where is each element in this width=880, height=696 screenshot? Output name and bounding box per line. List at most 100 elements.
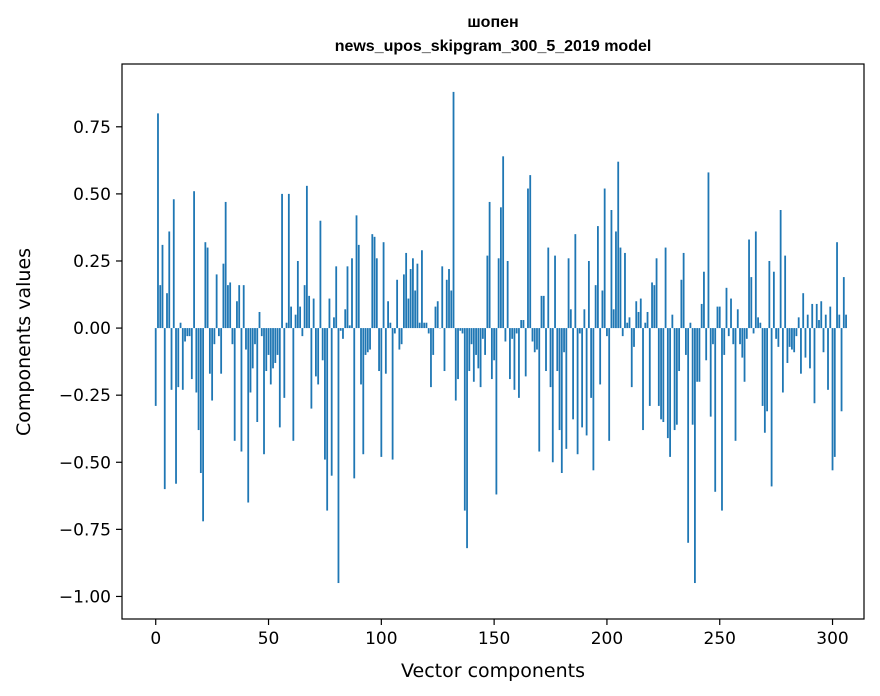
bar bbox=[818, 320, 820, 329]
bar bbox=[687, 328, 690, 543]
bar bbox=[163, 328, 166, 490]
bar bbox=[276, 328, 279, 355]
bar bbox=[779, 210, 782, 329]
bar bbox=[734, 328, 737, 441]
bar bbox=[597, 226, 599, 329]
bar bbox=[615, 231, 617, 329]
bar bbox=[669, 328, 671, 457]
bar bbox=[407, 298, 410, 329]
bar bbox=[569, 309, 572, 329]
bar bbox=[576, 328, 579, 455]
bar bbox=[673, 328, 676, 431]
bar bbox=[644, 322, 647, 329]
bar bbox=[206, 247, 209, 329]
bar bbox=[829, 306, 832, 329]
bar bbox=[317, 328, 320, 385]
bar bbox=[274, 328, 277, 363]
bar bbox=[184, 328, 186, 342]
bar bbox=[666, 328, 669, 439]
bar bbox=[215, 274, 218, 329]
bar bbox=[240, 328, 243, 452]
bar bbox=[723, 328, 726, 355]
bar bbox=[522, 320, 525, 329]
bar bbox=[624, 252, 626, 329]
bar bbox=[763, 328, 766, 433]
bar bbox=[558, 328, 561, 431]
bar bbox=[292, 328, 295, 441]
x-tick-label: 200 bbox=[591, 629, 623, 649]
bar bbox=[452, 91, 455, 329]
bar bbox=[170, 328, 173, 390]
bar bbox=[312, 298, 315, 329]
y-axis-label: Components values bbox=[13, 248, 35, 436]
y-axis-ticks: −1.00 −0.75 −0.50 −0.25 0.00 0.25 0.50 0.75 bbox=[59, 118, 122, 607]
bar bbox=[457, 328, 459, 380]
bar bbox=[741, 328, 744, 358]
bar bbox=[360, 328, 362, 385]
bar bbox=[222, 263, 225, 329]
bar bbox=[425, 322, 428, 329]
y-tick-label: 0.25 bbox=[73, 252, 111, 272]
bar bbox=[845, 314, 847, 329]
plot-frame bbox=[121, 63, 865, 620]
bar bbox=[477, 328, 480, 369]
bar bbox=[285, 322, 288, 329]
x-axis-ticks: 0 50 100 150 200 250 300 bbox=[150, 619, 849, 649]
bar bbox=[554, 255, 556, 329]
bar bbox=[642, 328, 644, 431]
bar bbox=[202, 328, 204, 522]
bar bbox=[405, 252, 408, 329]
bar bbox=[315, 328, 317, 377]
bar bbox=[718, 306, 721, 329]
bar bbox=[556, 328, 559, 372]
bar bbox=[157, 113, 159, 329]
bar bbox=[366, 328, 369, 353]
bar bbox=[768, 260, 771, 329]
bar bbox=[195, 328, 198, 393]
bar bbox=[443, 328, 446, 372]
y-tick-label: 0.75 bbox=[73, 118, 111, 138]
bar bbox=[362, 328, 365, 455]
bar bbox=[430, 328, 432, 388]
bar bbox=[278, 328, 281, 428]
bar bbox=[227, 285, 229, 329]
bar bbox=[617, 161, 620, 329]
bar bbox=[822, 328, 825, 353]
bar bbox=[287, 193, 290, 329]
bar bbox=[793, 328, 796, 353]
bar bbox=[154, 328, 157, 406]
bar bbox=[484, 328, 486, 355]
bar bbox=[781, 328, 784, 393]
bar bbox=[364, 328, 367, 355]
bar bbox=[177, 328, 180, 388]
bar bbox=[423, 322, 426, 329]
bar bbox=[811, 303, 814, 329]
bar bbox=[567, 258, 570, 329]
bar bbox=[245, 328, 247, 350]
bar bbox=[256, 328, 259, 423]
bar bbox=[565, 328, 568, 449]
bar bbox=[739, 328, 741, 345]
bar bbox=[251, 328, 254, 369]
bar bbox=[380, 328, 383, 457]
bar bbox=[578, 328, 581, 334]
bar bbox=[682, 252, 685, 329]
bar bbox=[400, 328, 403, 345]
bar bbox=[454, 328, 457, 401]
bar bbox=[750, 277, 753, 329]
bar bbox=[432, 328, 435, 355]
x-tick-label: 0 bbox=[150, 629, 161, 649]
bar bbox=[281, 193, 283, 329]
bar bbox=[757, 317, 759, 329]
bar bbox=[775, 328, 778, 339]
bar bbox=[590, 328, 593, 398]
bar bbox=[351, 258, 353, 329]
bar bbox=[249, 328, 252, 393]
bar bbox=[630, 328, 633, 388]
bar bbox=[824, 314, 827, 329]
bar bbox=[680, 279, 683, 329]
bar bbox=[335, 266, 338, 329]
bar bbox=[804, 328, 807, 358]
bar bbox=[700, 303, 703, 329]
bar bbox=[371, 234, 374, 329]
